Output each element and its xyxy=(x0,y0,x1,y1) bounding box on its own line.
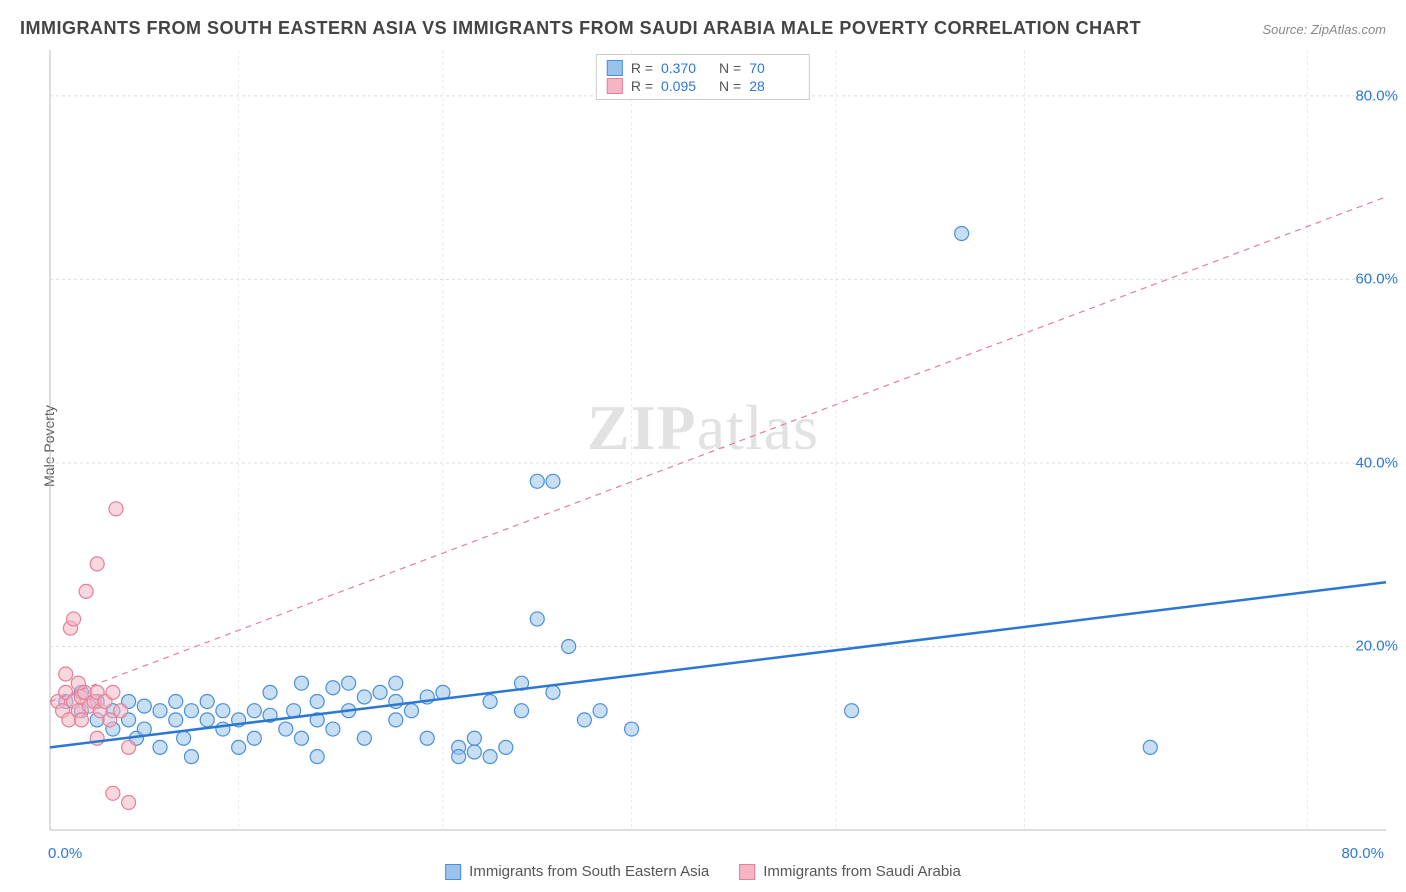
series-legend: Immigrants from South Eastern Asia Immig… xyxy=(445,863,961,880)
legend-row-series-b: R = 0.095 N = 28 xyxy=(607,77,799,95)
y-tick-label: 20.0% xyxy=(1355,638,1398,655)
series-label: Immigrants from Saudi Arabia xyxy=(763,863,961,880)
correlation-legend: R = 0.370 N = 70 R = 0.095 N = 28 xyxy=(596,54,810,100)
swatch-series-a xyxy=(607,60,623,76)
legend-item-series-b: Immigrants from Saudi Arabia xyxy=(739,863,961,880)
legend-row-series-a: R = 0.370 N = 70 xyxy=(607,59,799,77)
r-label: R = xyxy=(631,60,653,76)
r-value: 0.095 xyxy=(661,78,711,94)
scatter-plot xyxy=(0,0,1406,892)
n-label: N = xyxy=(719,78,741,94)
y-tick-label: 60.0% xyxy=(1355,271,1398,288)
n-label: N = xyxy=(719,60,741,76)
n-value: 70 xyxy=(749,60,799,76)
r-value: 0.370 xyxy=(661,60,711,76)
series-label: Immigrants from South Eastern Asia xyxy=(469,863,709,880)
swatch-series-b xyxy=(739,864,755,880)
n-value: 28 xyxy=(749,78,799,94)
legend-item-series-a: Immigrants from South Eastern Asia xyxy=(445,863,709,880)
x-tick-min: 0.0% xyxy=(48,845,82,862)
swatch-series-b xyxy=(607,78,623,94)
y-tick-label: 80.0% xyxy=(1355,87,1398,104)
swatch-series-a xyxy=(445,864,461,880)
r-label: R = xyxy=(631,78,653,94)
y-tick-label: 40.0% xyxy=(1355,454,1398,471)
x-tick-max: 80.0% xyxy=(1341,845,1384,862)
